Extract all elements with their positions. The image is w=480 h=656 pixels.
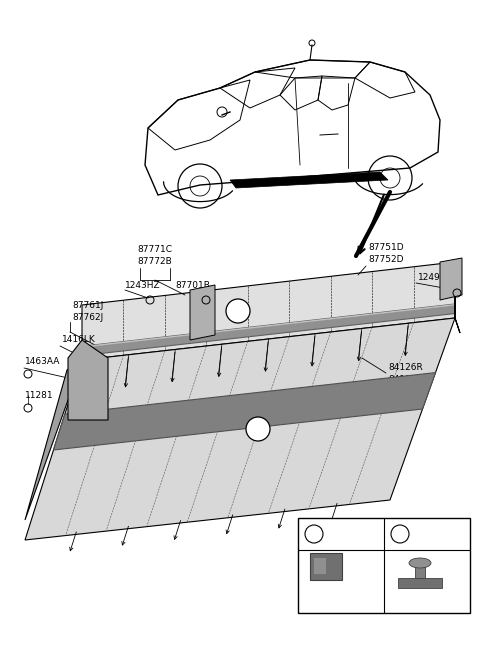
Text: 84116: 84116 [388, 375, 417, 384]
Text: 87751D: 87751D [368, 243, 404, 253]
Bar [398, 578, 442, 588]
FancyBboxPatch shape [310, 553, 342, 580]
Circle shape [226, 299, 250, 323]
Text: 87761J: 87761J [72, 300, 103, 310]
Polygon shape [25, 360, 82, 520]
Bar [314, 558, 326, 574]
Text: b: b [254, 424, 262, 434]
Text: 1243HZ: 1243HZ [125, 281, 161, 289]
Text: b: b [396, 529, 403, 539]
Text: 87752D: 87752D [368, 255, 404, 264]
Text: 87772B: 87772B [138, 258, 172, 266]
Bar [415, 565, 425, 578]
Text: 87771C: 87771C [137, 245, 172, 255]
Text: a: a [311, 529, 317, 539]
Polygon shape [53, 373, 435, 450]
Text: 1463AA: 1463AA [25, 358, 60, 367]
Bar [298, 518, 470, 613]
Text: 87786: 87786 [342, 529, 375, 539]
Polygon shape [82, 262, 455, 360]
Text: 87701B: 87701B [175, 281, 210, 289]
Text: 11281: 11281 [25, 390, 54, 400]
Polygon shape [68, 340, 108, 420]
Circle shape [391, 525, 409, 543]
Text: 84126R: 84126R [388, 363, 423, 373]
Text: 1416LK: 1416LK [62, 335, 96, 344]
Polygon shape [230, 172, 388, 188]
Text: 87750: 87750 [429, 529, 461, 539]
Polygon shape [440, 258, 462, 300]
Text: 87762J: 87762J [72, 312, 103, 321]
Text: a: a [235, 306, 241, 316]
Polygon shape [82, 304, 455, 356]
Polygon shape [455, 262, 460, 333]
Circle shape [305, 525, 323, 543]
Circle shape [246, 417, 270, 441]
Ellipse shape [409, 558, 431, 568]
Text: 1249BD: 1249BD [418, 274, 454, 283]
Polygon shape [190, 285, 215, 340]
Polygon shape [25, 318, 455, 540]
Polygon shape [82, 304, 455, 348]
